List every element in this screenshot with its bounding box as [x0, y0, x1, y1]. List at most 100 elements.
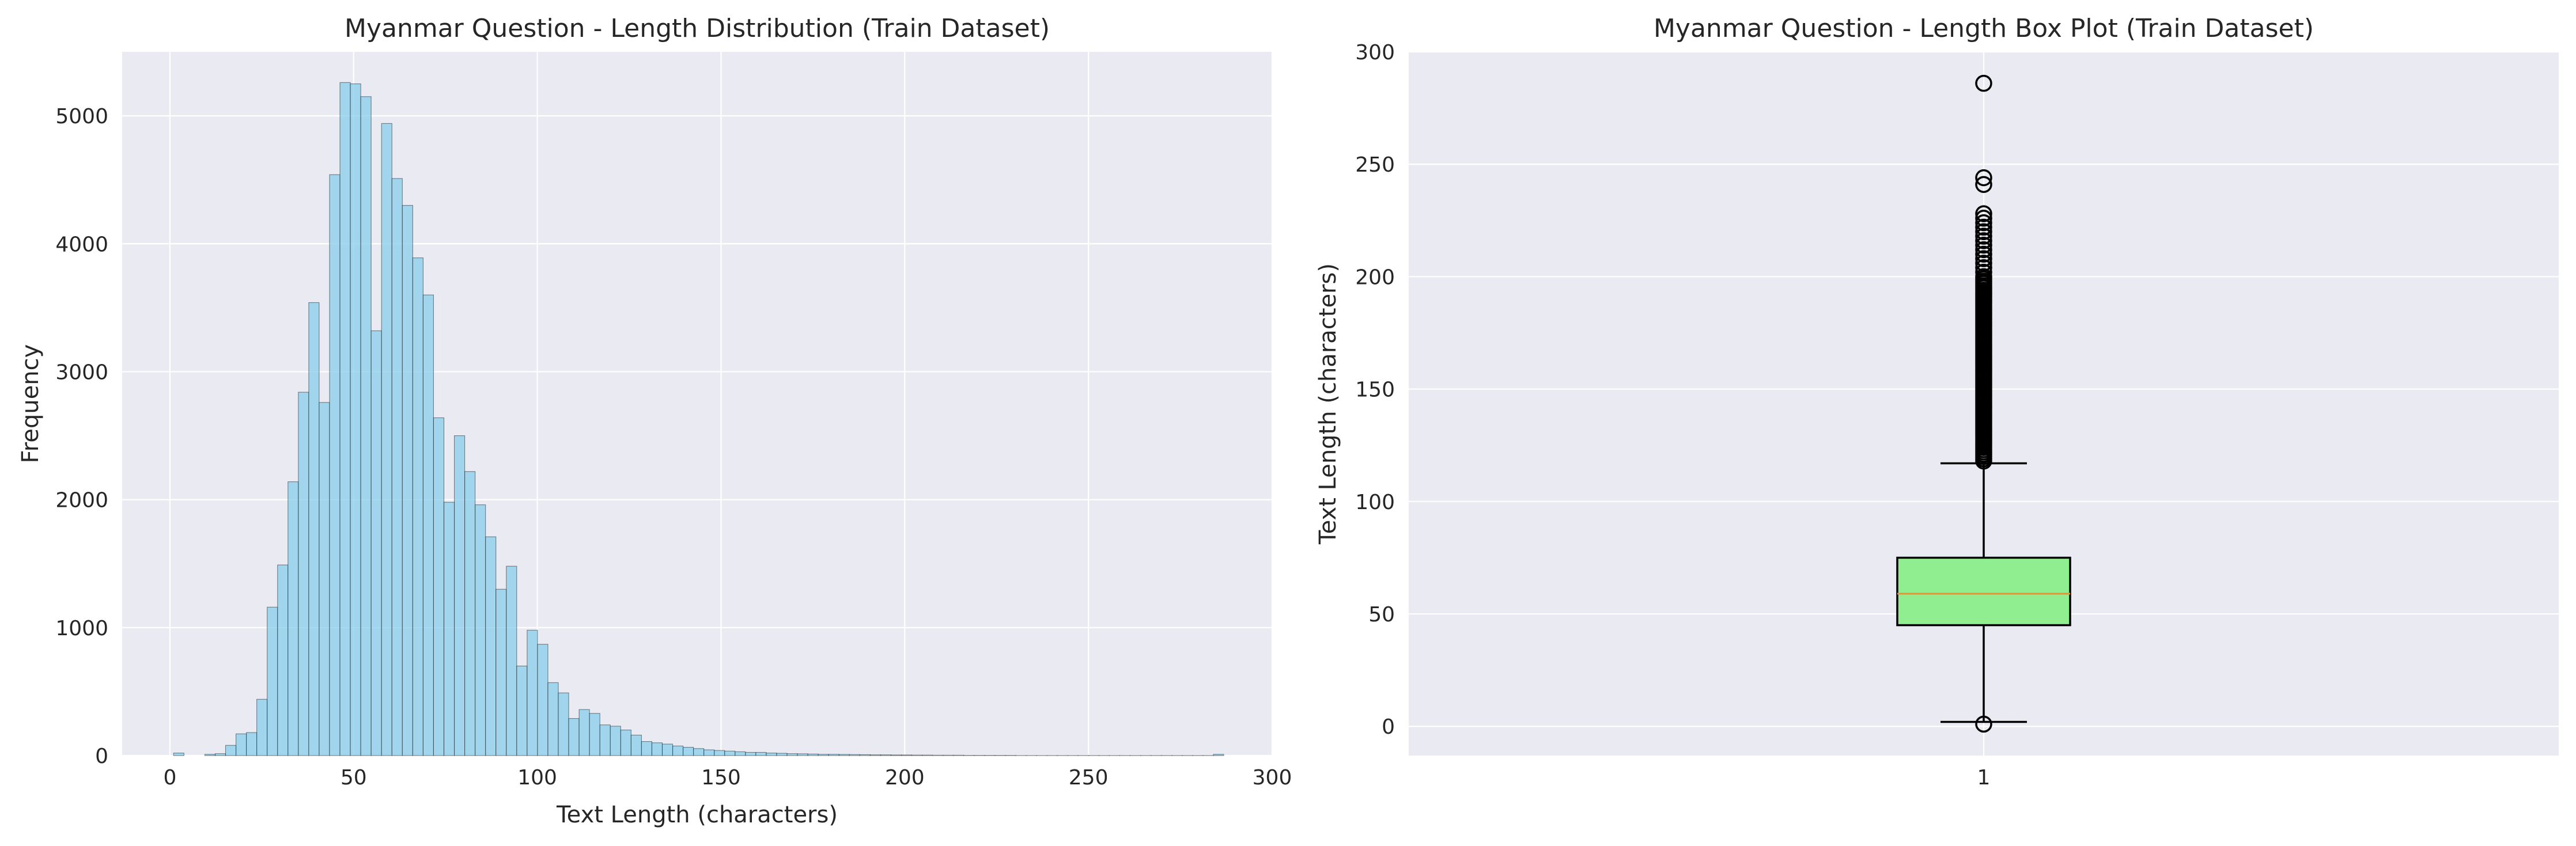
histogram-panel: 0 50 100 150 200 250 300 0 1000 2000 3000 4000 5000…: [17, 14, 1292, 828]
outlier-point: [1975, 263, 1992, 281]
histogram-bar: [953, 754, 964, 756]
x-tick-label: 0: [163, 766, 176, 790]
histogram-bar: [943, 754, 954, 756]
histogram-bar: [859, 754, 871, 756]
histogram-bar: [766, 753, 777, 756]
histogram-bar: [890, 754, 902, 756]
histogram-bar: [714, 750, 725, 756]
y-tick-label: 2000: [55, 489, 108, 513]
histogram-bar: [901, 754, 913, 756]
histogram-bar: [464, 471, 476, 756]
histogram-title: Myanmar Question - Length Distribution (…: [345, 14, 1050, 43]
y-tick-label: 0: [1382, 715, 1395, 739]
outlier-point: [1975, 74, 1992, 92]
histogram-x-label: Text Length (characters): [556, 802, 838, 828]
outlier-point: [1975, 223, 1992, 241]
outlier-point: [1975, 259, 1992, 276]
histogram-bar: [256, 699, 268, 756]
y-tick-label: 5000: [55, 105, 108, 128]
histogram-bar: [558, 692, 569, 756]
histogram-bar: [360, 96, 372, 756]
histogram-bar: [339, 82, 351, 756]
outlier-point: [1975, 214, 1992, 232]
y-tick-label: 200: [1355, 265, 1395, 289]
histogram-bar: [911, 754, 923, 756]
histogram-bar: [236, 733, 247, 756]
histogram-bar: [412, 257, 423, 756]
histogram-bar: [797, 753, 808, 756]
histogram-bar: [661, 743, 674, 756]
boxplot-outliers: [1975, 74, 1992, 733]
y-tick-label: 250: [1355, 153, 1395, 177]
histogram-bar: [443, 502, 455, 756]
boxplot-y-label: Text Length (characters): [1315, 263, 1341, 545]
histogram-bar: [267, 606, 278, 756]
outlier-point: [1975, 715, 1992, 733]
histogram-bar: [776, 753, 788, 756]
boxplot-y-ticks: 0 50 100 150 200 250 300: [1355, 41, 1395, 739]
x-tick-label: 250: [1069, 766, 1109, 790]
outlier-point: [1975, 250, 1992, 267]
histogram-bar: [1213, 754, 1224, 756]
outlier-point: [1975, 210, 1992, 227]
outlier-point: [1975, 255, 1992, 272]
histogram-bar: [828, 754, 839, 756]
histogram-bar: [225, 745, 237, 756]
histogram-bar: [506, 566, 517, 756]
outlier-point: [1975, 218, 1992, 236]
y-tick-label: 3000: [55, 361, 108, 384]
histogram-bar: [693, 748, 705, 756]
histogram-bar: [724, 750, 736, 756]
outlier-point: [1975, 237, 1992, 254]
histogram-bar: [672, 745, 684, 756]
histogram-bar: [922, 754, 933, 756]
x-tick-label: 100: [517, 766, 557, 790]
histogram-bar: [298, 392, 309, 756]
iqr-box: [1896, 556, 2071, 627]
outlier-point: [1975, 232, 1992, 249]
histogram-bar: [610, 726, 621, 756]
histogram-bar: [402, 205, 413, 756]
y-tick-label: 100: [1355, 491, 1395, 514]
histogram-bar: [568, 718, 580, 756]
x-tick-label: 200: [885, 766, 925, 790]
histogram-bar: [932, 754, 944, 756]
histogram-bar: [869, 754, 882, 756]
histogram-bar: [329, 174, 341, 756]
histogram-bar: [745, 752, 756, 756]
histogram-bar: [433, 417, 445, 756]
histogram-bar: [204, 754, 216, 756]
histogram-bar: [807, 753, 819, 756]
histogram-bar: [703, 749, 715, 756]
y-tick-label: 150: [1355, 378, 1395, 402]
histogram-bar: [599, 724, 611, 756]
histogram-bar: [589, 713, 600, 756]
histogram-x-ticks: 0 50 100 150 200 250 300: [163, 766, 1292, 790]
histogram-bar: [391, 178, 403, 756]
histogram-bar: [880, 754, 892, 756]
histogram-bar: [485, 536, 497, 756]
histogram-bars: [173, 82, 1224, 756]
x-tick-label: 1: [1977, 766, 1991, 790]
histogram-bar: [547, 682, 559, 756]
histogram-bar: [381, 123, 392, 756]
histogram-bar: [849, 754, 860, 756]
y-tick-label: 0: [95, 745, 108, 768]
histogram-bar: [620, 730, 631, 756]
histogram-bar: [537, 644, 549, 756]
histogram-bar: [475, 504, 486, 756]
outlier-point: [1975, 245, 1992, 263]
y-tick-label: 300: [1355, 41, 1395, 65]
histogram-y-label: Frequency: [17, 344, 44, 464]
x-tick-label: 150: [701, 766, 741, 790]
y-tick-label: 4000: [55, 233, 108, 256]
boxplot-panel: 1 0 50 100 150 200 250 300 Myanmar Question - …: [1315, 14, 2559, 790]
outlier-point: [1975, 241, 1992, 259]
histogram-bar: [453, 435, 466, 756]
histogram-bar: [755, 752, 767, 756]
histogram-bar: [277, 564, 289, 756]
histogram-bar: [173, 753, 184, 756]
histogram-bar: [516, 665, 528, 756]
y-tick-label: 1000: [55, 617, 108, 640]
histogram-bar: [288, 481, 299, 756]
